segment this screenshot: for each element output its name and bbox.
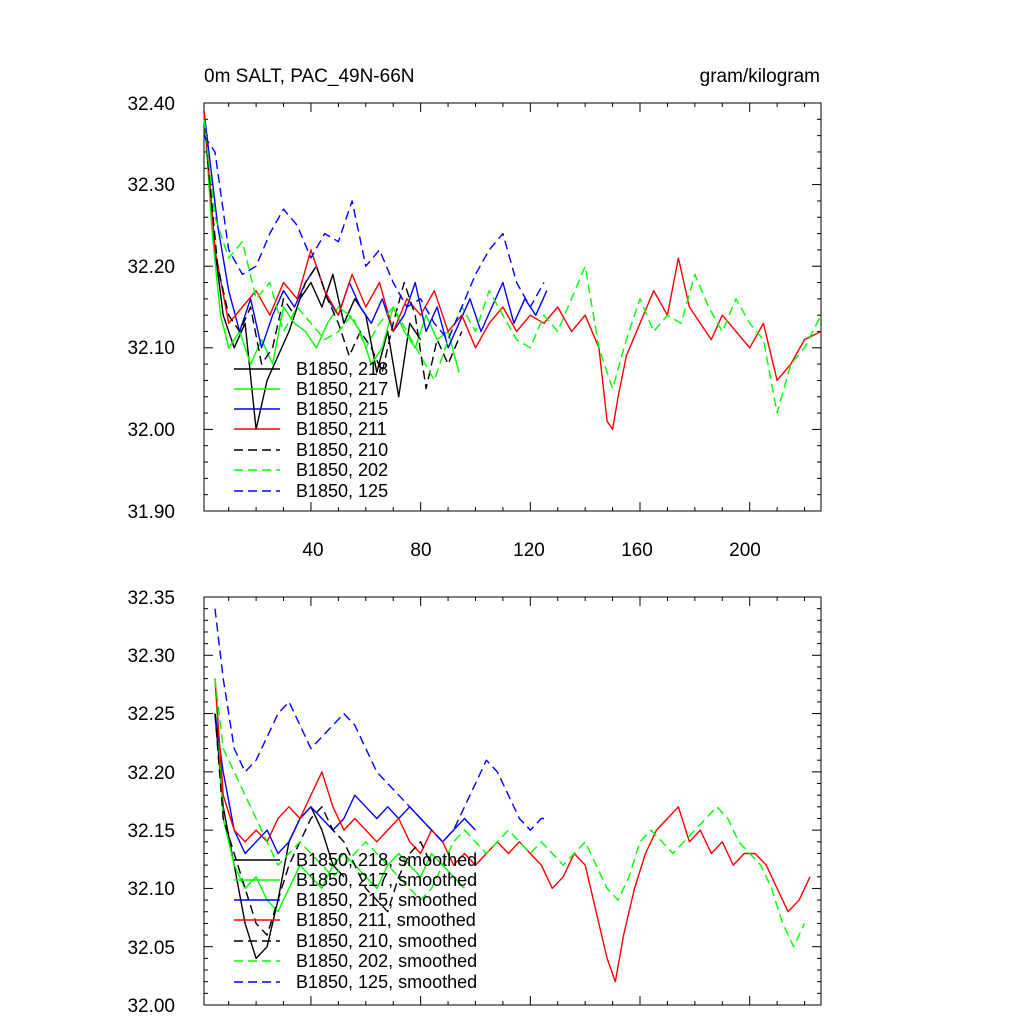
top-y-tick-label: 32.30 <box>127 175 175 196</box>
top-y-tick-label: 32.00 <box>127 420 175 441</box>
bottom-legend-label: B1850, 210, smoothed <box>296 931 477 951</box>
bottom-y-tick-label: 32.30 <box>127 646 175 667</box>
bottom-y-tick-label: 32.15 <box>127 821 175 842</box>
top-y-tick-label: 31.90 <box>127 502 175 523</box>
top-y-tick-labels: 32.40 32.30 32.20 32.10 32.00 31.90 <box>127 94 175 523</box>
bottom-legend-label: B1850, 211, smoothed <box>296 910 476 930</box>
top-chart: 0m SALT, PAC_49N-66N gram/kilogram 32.40… <box>127 66 822 561</box>
bottom-tick-marks <box>204 596 821 1006</box>
top-legend-label: B1850, 125 <box>296 481 388 501</box>
bottom-legend-label: B1850, 125, smoothed <box>296 972 477 992</box>
bottom-y-tick-label: 32.10 <box>127 879 175 900</box>
bottom-legend-label: B1850, 215, smoothed <box>296 890 477 910</box>
bottom-y-tick-label: 32.25 <box>127 704 175 725</box>
top-chart-title: 0m SALT, PAC_49N-66N <box>204 66 415 87</box>
top-plot-frame <box>203 102 822 512</box>
top-x-tick-label: 160 <box>621 540 653 561</box>
bottom-legend-label: B1850, 217, smoothed <box>296 870 477 890</box>
bottom-plot-frame <box>203 596 822 1006</box>
series-line-top-2 <box>203 111 548 349</box>
series-line-top-3 <box>203 111 822 431</box>
bottom-chart: 32.35 32.30 32.25 32.20 32.15 32.10 32.0… <box>127 588 822 1017</box>
top-series-lines <box>203 111 822 431</box>
bottom-y-tick-label: 32.35 <box>127 588 175 609</box>
bottom-y-tick-label: 32.00 <box>127 996 175 1017</box>
bottom-legend-label: B1850, 218, smoothed <box>296 850 477 870</box>
bottom-y-tick-labels: 32.35 32.30 32.25 32.20 32.15 32.10 32.0… <box>127 588 175 1017</box>
top-legend-label: B1850, 211 <box>296 419 387 439</box>
top-x-tick-label: 40 <box>302 540 323 561</box>
top-tick-marks <box>204 102 821 512</box>
bottom-series-lines <box>214 608 811 983</box>
series-line-bottom-3 <box>214 678 811 983</box>
top-x-tick-labels: 40 80 120 160 200 <box>302 540 760 561</box>
top-x-tick-label: 80 <box>410 540 431 561</box>
top-x-tick-label: 120 <box>513 540 545 561</box>
top-y-tick-label: 32.20 <box>127 257 175 278</box>
top-y-tick-label: 32.10 <box>127 338 175 359</box>
bottom-legend: B1850, 218, smoothed B1850, 217, smoothe… <box>234 850 477 992</box>
top-legend-label: B1850, 217 <box>296 379 388 399</box>
top-x-tick-label: 200 <box>729 540 761 561</box>
series-line-top-5 <box>203 119 822 414</box>
series-line-top-4 <box>203 119 463 390</box>
top-chart-units: gram/kilogram <box>700 66 820 87</box>
bottom-y-tick-label: 32.20 <box>127 763 175 784</box>
series-line-bottom-1 <box>214 678 466 913</box>
series-line-top-6 <box>203 135 545 341</box>
top-legend-label: B1850, 215 <box>296 399 388 419</box>
top-legend-label: B1850, 202 <box>296 460 388 480</box>
top-legend: B1850, 218 B1850, 217 B1850, 215 B1850, … <box>234 359 388 501</box>
top-legend-label: B1850, 210 <box>296 440 388 460</box>
series-line-bottom-6 <box>214 608 547 843</box>
top-y-tick-label: 32.40 <box>127 94 175 115</box>
bottom-legend-label: B1850, 202, smoothed <box>296 951 477 971</box>
bottom-y-tick-label: 32.05 <box>127 938 175 959</box>
series-line-top-0 <box>203 111 422 431</box>
top-legend-label: B1850, 218 <box>296 359 388 379</box>
